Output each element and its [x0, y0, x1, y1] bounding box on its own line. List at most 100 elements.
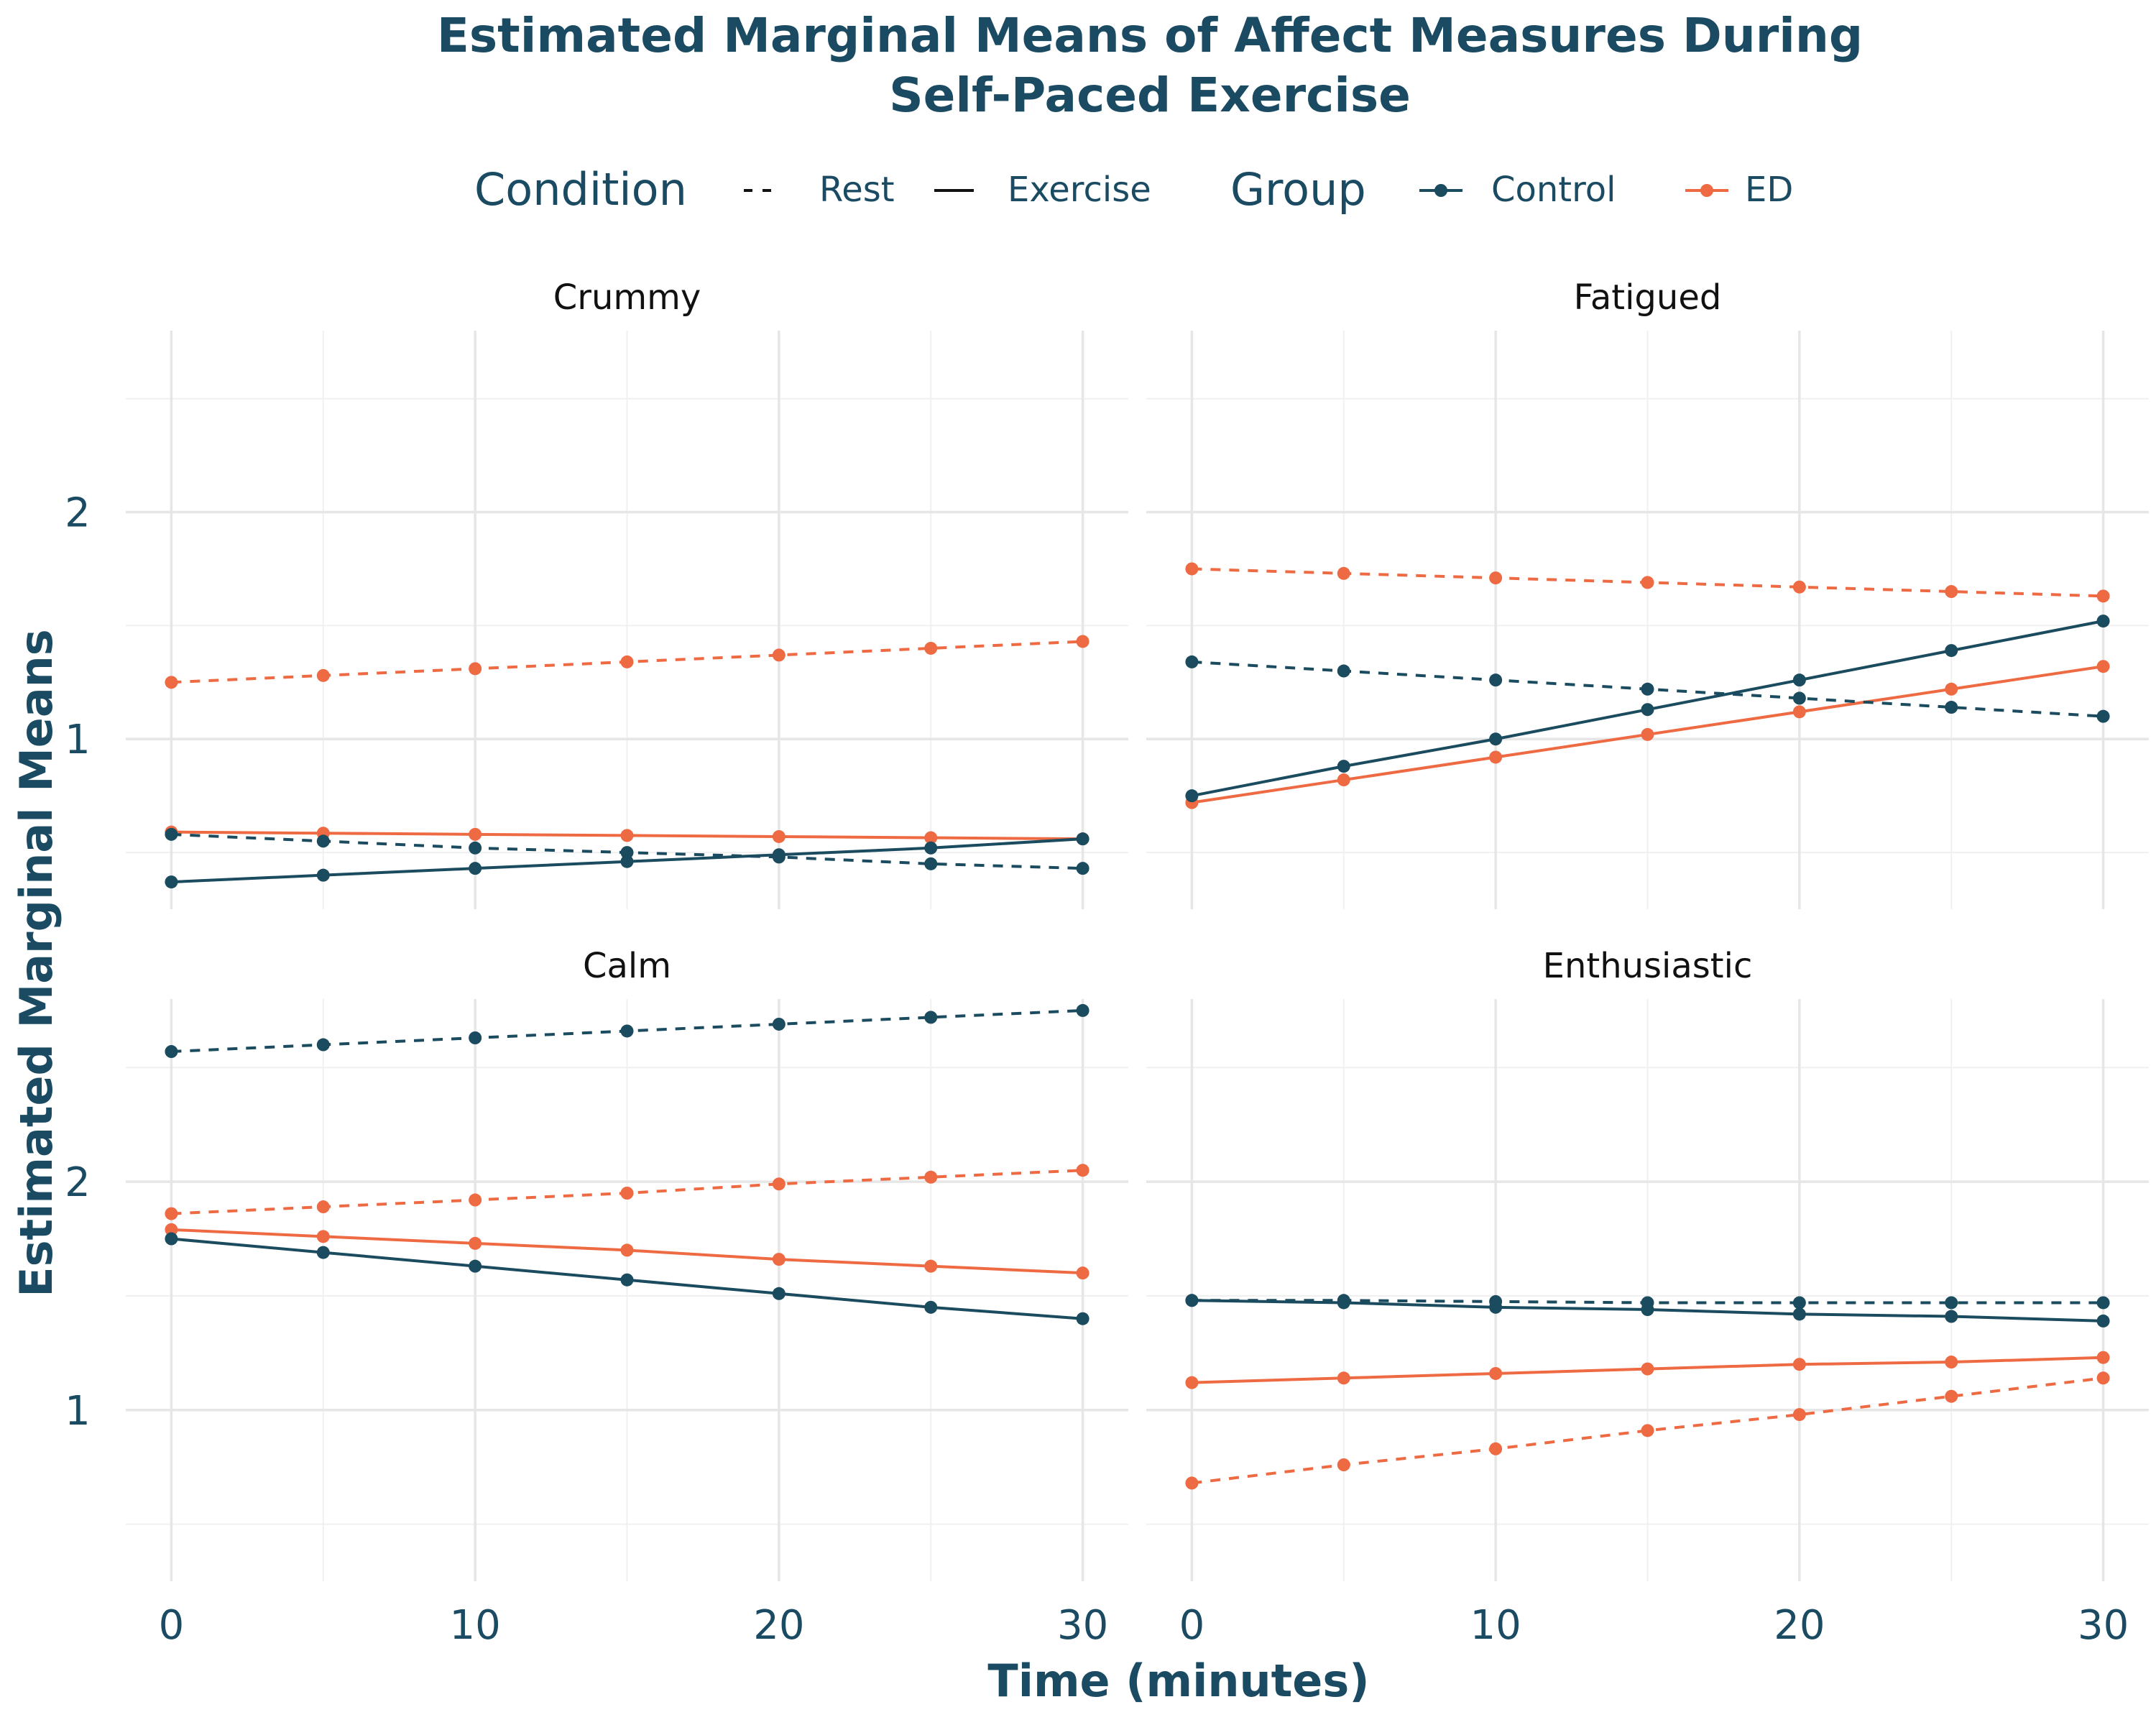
data-point-fatigued-ed-exercise — [2096, 660, 2110, 673]
x-tick-label: 0 — [159, 1602, 185, 1649]
data-point-fatigued-ed-rest — [1945, 585, 1958, 599]
data-point-enthusiastic-ed-rest — [1185, 1476, 1199, 1490]
y-tick-label: 1 — [65, 1388, 91, 1435]
data-point-calm-ed-rest — [1076, 1164, 1089, 1177]
data-point-crummy-control-exercise — [924, 841, 938, 855]
data-point-calm-control-exercise — [316, 1246, 330, 1259]
data-point-calm-control-exercise — [924, 1300, 938, 1314]
data-point-enthusiastic-ed-rest — [2096, 1371, 2110, 1385]
data-point-fatigued-ed-rest — [2096, 589, 2110, 603]
legend-rest-label: Rest — [819, 170, 895, 210]
data-point-calm-control-exercise — [1076, 1312, 1089, 1325]
data-point-enthusiastic-ed-exercise — [1185, 1376, 1199, 1389]
data-point-enthusiastic-control-rest — [1792, 1296, 1806, 1310]
data-point-enthusiastic-control-rest — [1945, 1296, 1958, 1310]
data-point-calm-control-rest — [469, 1031, 482, 1044]
data-point-calm-control-exercise — [469, 1259, 482, 1273]
data-point-crummy-control-exercise — [772, 848, 786, 862]
data-point-crummy-ed-exercise — [469, 827, 482, 841]
data-point-crummy-control-rest — [165, 827, 178, 841]
legend-control-label: Control — [1491, 170, 1616, 210]
data-point-enthusiastic-control-exercise — [1792, 1307, 1806, 1321]
data-point-crummy-ed-exercise — [620, 829, 634, 842]
data-point-enthusiastic-ed-rest — [1337, 1458, 1350, 1471]
data-point-fatigued-control-rest — [1792, 691, 1806, 705]
data-point-enthusiastic-ed-exercise — [1641, 1362, 1654, 1376]
data-point-enthusiastic-ed-exercise — [2096, 1351, 2110, 1364]
data-point-crummy-ed-rest — [469, 662, 482, 676]
data-point-enthusiastic-ed-exercise — [1792, 1358, 1806, 1371]
data-point-fatigued-control-exercise — [1641, 703, 1654, 717]
data-point-calm-ed-exercise — [165, 1223, 178, 1236]
panel-fatigued: Fatigued — [1146, 277, 2149, 909]
data-point-calm-ed-exercise — [620, 1243, 634, 1257]
data-point-calm-ed-rest — [316, 1200, 330, 1214]
y-tick-label: 2 — [65, 490, 91, 537]
chart-title-line-2: Self-Paced Exercise — [889, 68, 1411, 123]
data-point-fatigued-control-exercise — [1337, 760, 1350, 773]
data-point-fatigued-control-rest — [1337, 664, 1350, 678]
legend-exercise-label: Exercise — [1008, 170, 1151, 210]
data-point-calm-ed-exercise — [1076, 1266, 1089, 1280]
data-point-fatigued-ed-rest — [1185, 562, 1199, 576]
data-point-enthusiastic-ed-exercise — [1945, 1356, 1958, 1369]
data-point-fatigued-control-rest — [1641, 682, 1654, 696]
data-point-crummy-control-exercise — [316, 868, 330, 882]
panel-title-fatigued: Fatigued — [1574, 277, 1722, 318]
data-point-fatigued-ed-exercise — [1641, 727, 1654, 741]
data-point-enthusiastic-control-exercise — [1185, 1294, 1199, 1307]
panel-title-calm: Calm — [583, 946, 671, 986]
data-point-calm-control-exercise — [772, 1287, 786, 1300]
data-point-crummy-control-rest — [620, 846, 634, 860]
data-point-calm-control-exercise — [620, 1273, 634, 1287]
data-point-crummy-control-rest — [469, 841, 482, 855]
data-point-crummy-control-exercise — [1076, 832, 1089, 846]
data-point-calm-control-rest — [316, 1038, 330, 1052]
data-point-fatigued-ed-rest — [1337, 566, 1350, 580]
data-point-calm-control-exercise — [165, 1232, 178, 1246]
data-point-fatigued-ed-rest — [1641, 576, 1654, 589]
data-point-crummy-control-exercise — [165, 875, 178, 889]
data-point-enthusiastic-control-rest — [2096, 1296, 2110, 1310]
data-point-calm-control-rest — [165, 1045, 178, 1059]
y-axis-title: Estimated Marginal Means — [10, 629, 63, 1297]
data-point-crummy-ed-rest — [1076, 635, 1089, 648]
data-point-calm-ed-rest — [469, 1193, 482, 1207]
data-point-enthusiastic-control-exercise — [1641, 1303, 1654, 1316]
x-tick-label: 20 — [1774, 1602, 1825, 1649]
data-point-fatigued-ed-exercise — [1489, 750, 1503, 764]
panel-title-enthusiastic: Enthusiastic — [1543, 946, 1753, 986]
data-point-crummy-ed-rest — [316, 668, 330, 682]
panel-crummy: Crummy 1 2 — [65, 277, 1128, 909]
panel-enthusiastic: Enthusiastic 0 10 20 30 — [1146, 946, 2149, 1649]
data-point-fatigued-control-exercise — [2096, 615, 2110, 628]
data-point-crummy-control-exercise — [469, 862, 482, 875]
data-point-crummy-ed-exercise — [772, 829, 786, 843]
data-point-enthusiastic-control-exercise — [1489, 1300, 1503, 1314]
legend: Condition Rest Exercise Group Control ED — [474, 163, 1793, 216]
panel-title-crummy: Crummy — [553, 277, 701, 318]
data-point-fatigued-control-exercise — [1185, 789, 1199, 803]
data-point-calm-control-rest — [620, 1024, 634, 1038]
x-axis-title: Time (minutes) — [987, 1655, 1369, 1707]
x-tick-label: 0 — [1179, 1602, 1205, 1649]
data-point-enthusiastic-ed-exercise — [1337, 1371, 1350, 1385]
y-tick-label: 1 — [65, 717, 91, 763]
x-tick-label: 30 — [1057, 1602, 1108, 1649]
data-point-fatigued-control-exercise — [1489, 732, 1503, 746]
x-tick-label: 10 — [450, 1602, 501, 1649]
x-tick-label: 30 — [2078, 1602, 2129, 1649]
legend-group-title: Group — [1230, 163, 1366, 216]
data-point-fatigued-ed-rest — [1792, 580, 1806, 594]
data-point-fatigued-ed-exercise — [1337, 773, 1350, 787]
data-point-enthusiastic-control-exercise — [2096, 1314, 2110, 1328]
data-point-calm-control-rest — [772, 1017, 786, 1031]
data-point-fatigued-control-rest — [1489, 673, 1503, 687]
y-tick-label: 2 — [65, 1159, 91, 1206]
data-point-calm-ed-rest — [772, 1177, 786, 1191]
data-point-fatigued-control-exercise — [1945, 644, 1958, 658]
data-point-calm-control-rest — [1076, 1003, 1089, 1017]
